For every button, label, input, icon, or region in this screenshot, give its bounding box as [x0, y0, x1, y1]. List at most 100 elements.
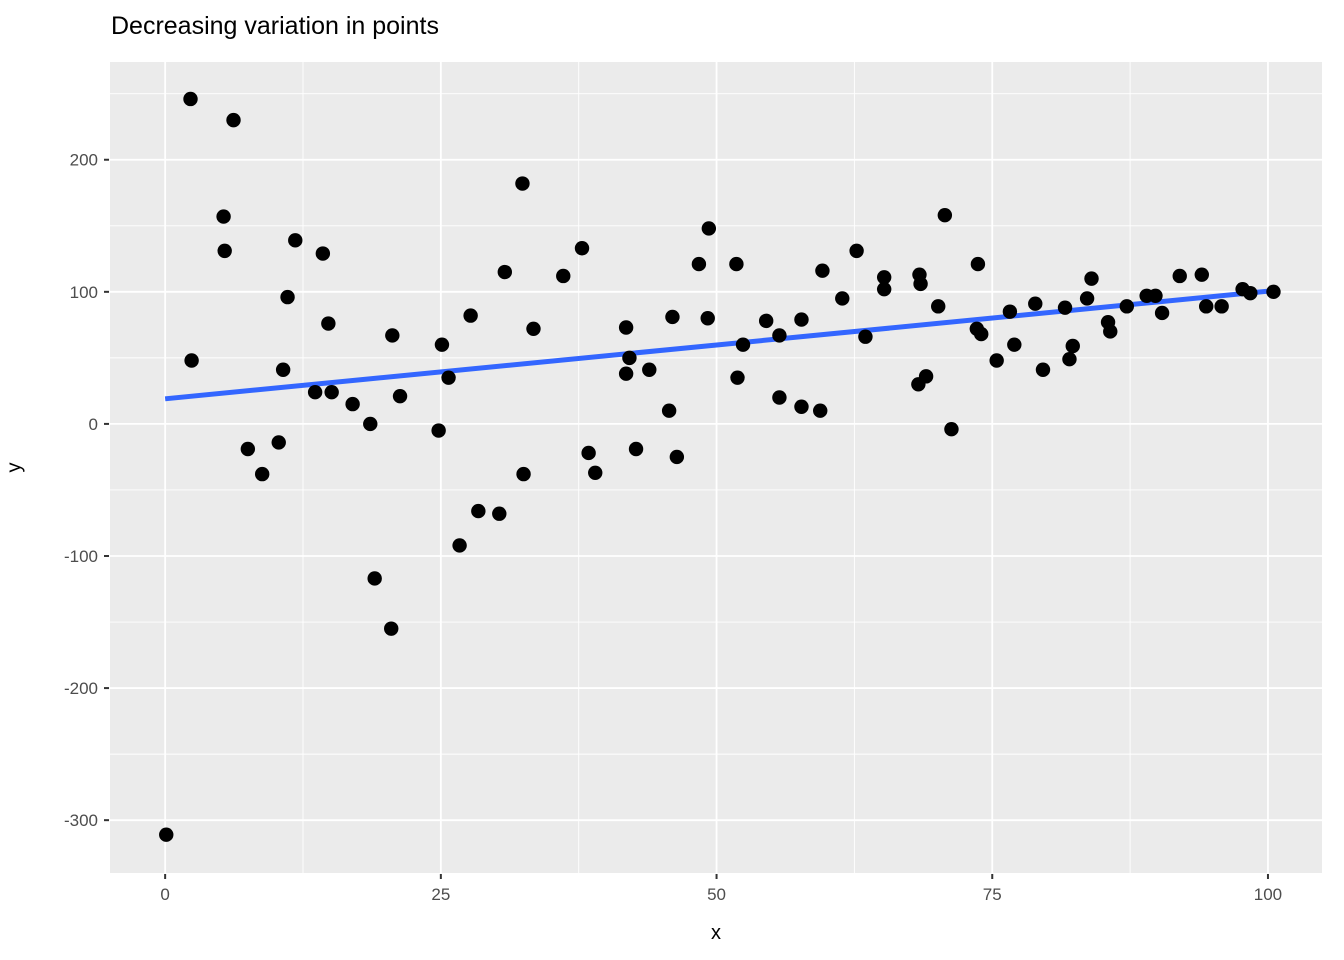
data-point: [574, 241, 590, 256]
data-point: [1103, 324, 1118, 339]
x-tick-label: 25: [431, 885, 450, 904]
data-point: [288, 233, 303, 248]
data-point: [345, 396, 360, 412]
data-point: [271, 435, 286, 450]
data-point: [772, 328, 787, 343]
x-axis-title: x: [0, 922, 1344, 945]
data-point: [184, 353, 199, 368]
data-point: [849, 243, 864, 259]
data-point: [1199, 299, 1214, 314]
data-point: [931, 299, 946, 314]
data-point: [471, 503, 486, 519]
data-point: [1062, 351, 1077, 367]
data-point: [441, 370, 456, 385]
data-point: [254, 466, 270, 482]
data-point: [463, 308, 478, 323]
data-point: [1002, 304, 1018, 319]
data-point: [307, 385, 323, 400]
data-point: [730, 370, 745, 385]
data-point: [452, 538, 467, 553]
data-point: [835, 291, 850, 306]
data-point: [622, 350, 637, 366]
data-point: [876, 281, 892, 297]
y-tick-label: 0: [89, 415, 98, 434]
data-point: [434, 337, 450, 352]
data-point: [321, 316, 336, 331]
data-point: [700, 311, 715, 326]
x-axis-title-text: x: [711, 922, 721, 944]
data-point: [1154, 305, 1170, 321]
data-point: [1266, 284, 1281, 300]
data-point: [431, 423, 446, 438]
data-point: [315, 246, 331, 261]
data-point: [1194, 267, 1209, 282]
data-point: [363, 416, 378, 432]
axes-layer: 0 25 50 75 100 -300 -200 -100 0 100 200: [64, 151, 1282, 904]
data-point: [1065, 338, 1080, 354]
data-point: [1079, 291, 1095, 306]
data-point: [392, 388, 408, 404]
data-point: [618, 366, 634, 381]
data-point: [876, 270, 892, 285]
data-point: [324, 385, 339, 400]
data-point: [367, 571, 382, 586]
data-point: [588, 465, 603, 480]
x-tick-label: 50: [707, 885, 726, 904]
trend-line-layer: [164, 288, 1275, 402]
trend-line: [164, 288, 1275, 402]
data-point: [758, 313, 774, 329]
y-tick-label: 200: [70, 151, 98, 170]
data-point: [918, 369, 934, 384]
gridlines: [110, 62, 1322, 873]
data-point: [1084, 271, 1099, 286]
data-point: [618, 320, 634, 335]
data-point: [669, 449, 685, 465]
x-tick-label: 0: [160, 885, 169, 904]
data-point: [701, 221, 717, 236]
data-point: [515, 176, 530, 191]
x-tick-label: 75: [983, 885, 1002, 904]
data-point: [937, 208, 953, 223]
data-point: [1007, 337, 1022, 352]
data-point: [794, 312, 809, 327]
data-point: [1214, 299, 1229, 314]
chart-title: Decreasing variation in points: [111, 12, 439, 40]
data-point: [280, 289, 295, 305]
data-point: [944, 421, 959, 437]
data-point: [1028, 296, 1043, 311]
y-tick-label: -200: [64, 679, 98, 698]
data-point: [661, 403, 677, 418]
data-point: [974, 326, 989, 342]
y-axis-title: y: [4, 463, 27, 473]
data-point: [159, 827, 174, 842]
data-point: [217, 243, 232, 259]
data-point: [385, 328, 400, 343]
data-point: [226, 112, 241, 128]
data-point: [556, 268, 571, 284]
data-point: [813, 403, 828, 418]
data-point: [913, 276, 928, 292]
y-tick-label: 100: [70, 283, 98, 302]
data-point: [516, 466, 531, 482]
x-tick-label: 100: [1254, 885, 1282, 904]
data-point: [526, 321, 541, 337]
data-point: [858, 329, 873, 344]
data-point: [183, 91, 198, 107]
data-point: [1035, 362, 1051, 377]
data-point: [1172, 268, 1187, 284]
data-point: [794, 399, 809, 414]
y-axis-title-text: y: [3, 462, 26, 473]
data-point: [216, 209, 231, 224]
data-point: [628, 441, 644, 457]
data-point: [729, 256, 744, 272]
data-point: [989, 353, 1004, 368]
data-point: [1119, 299, 1135, 314]
data-points-layer: [159, 91, 1281, 842]
data-point: [642, 362, 657, 377]
y-tick-label: -300: [64, 811, 98, 830]
data-point: [492, 506, 507, 521]
data-point: [815, 263, 830, 278]
data-point: [1148, 288, 1163, 303]
